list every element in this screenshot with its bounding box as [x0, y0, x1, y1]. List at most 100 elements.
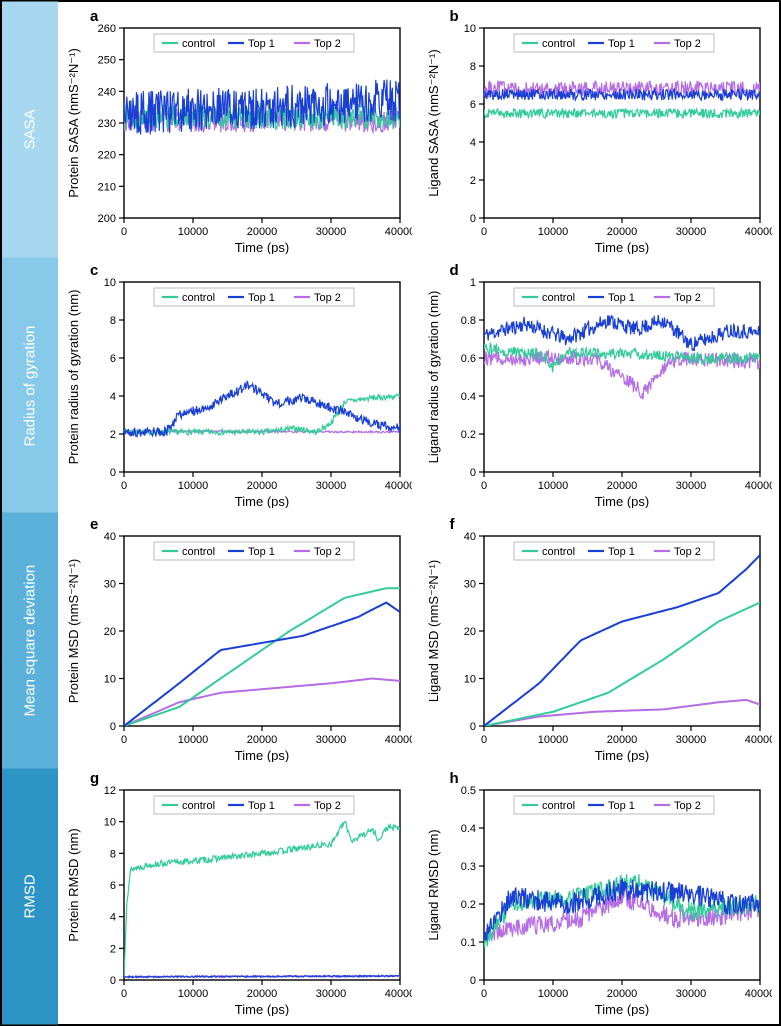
- svg-text:0: 0: [469, 213, 475, 225]
- svg-text:8: 8: [110, 848, 116, 860]
- svg-text:30000: 30000: [316, 480, 347, 492]
- legend-label: control: [542, 292, 575, 304]
- svg-text:0: 0: [469, 721, 475, 733]
- svg-text:40000: 40000: [385, 480, 412, 492]
- svg-text:0: 0: [480, 734, 486, 746]
- svg-text:0.2: 0.2: [460, 899, 475, 911]
- chart-panel-c: c0100002000030000400000246810Time (ps)Pr…: [60, 260, 414, 512]
- svg-text:240: 240: [98, 86, 116, 98]
- legend-label: Top 2: [314, 546, 341, 558]
- svg-text:0: 0: [121, 480, 127, 492]
- svg-text:0: 0: [480, 480, 486, 492]
- legend-label: control: [182, 546, 215, 558]
- legend-label: Top 2: [674, 292, 701, 304]
- chart-svg: 010000200003000040000010203040Time (ps)P…: [60, 514, 412, 762]
- panel-letter: d: [450, 262, 459, 279]
- svg-text:30000: 30000: [316, 988, 347, 1000]
- panel-letter: g: [90, 770, 99, 787]
- svg-text:40: 40: [104, 531, 116, 543]
- svg-text:40000: 40000: [744, 480, 771, 492]
- svg-text:0: 0: [110, 975, 116, 987]
- row-label: Radius of gyration: [2, 258, 58, 514]
- svg-text:40000: 40000: [385, 226, 412, 238]
- chart-svg: 0100002000030000400000246810Time (ps)Lig…: [420, 6, 772, 254]
- svg-text:6: 6: [469, 99, 475, 111]
- legend-label: Top 1: [248, 546, 275, 558]
- svg-text:0.8: 0.8: [460, 315, 475, 327]
- legend-label: control: [182, 292, 215, 304]
- panel-letter: f: [450, 516, 455, 533]
- svg-text:20: 20: [104, 626, 116, 638]
- chart-panel-f: f010000200003000040000010203040Time (ps)…: [420, 514, 774, 766]
- svg-text:40000: 40000: [744, 226, 771, 238]
- svg-text:1: 1: [469, 277, 475, 289]
- svg-text:0: 0: [121, 226, 127, 238]
- legend-label: Top 2: [314, 292, 341, 304]
- series-top1: [124, 975, 400, 977]
- legend-label: Top 1: [608, 800, 635, 812]
- series-control: [124, 822, 400, 977]
- legend-label: Top 1: [248, 38, 275, 50]
- svg-text:Time (ps): Time (ps): [235, 1002, 289, 1016]
- legend-label: Top 2: [314, 800, 341, 812]
- svg-text:10: 10: [104, 674, 116, 686]
- svg-text:4: 4: [469, 137, 475, 149]
- legend-label: Top 2: [674, 38, 701, 50]
- svg-text:0.3: 0.3: [460, 861, 475, 873]
- svg-text:40000: 40000: [385, 988, 412, 1000]
- svg-text:20000: 20000: [606, 988, 637, 1000]
- svg-text:220: 220: [98, 150, 116, 162]
- legend-label: control: [182, 800, 215, 812]
- chart-panel-e: e010000200003000040000010203040Time (ps)…: [60, 514, 414, 766]
- svg-text:6: 6: [110, 880, 116, 892]
- svg-text:Protein SASA (nmS⁻²N⁻¹): Protein SASA (nmS⁻²N⁻¹): [66, 48, 81, 198]
- svg-text:20000: 20000: [606, 480, 637, 492]
- chart-svg: 0100002000030000400002002102202302402502…: [60, 6, 412, 254]
- svg-text:20000: 20000: [606, 734, 637, 746]
- svg-text:20000: 20000: [247, 226, 278, 238]
- legend-label: Top 1: [608, 38, 635, 50]
- svg-text:20000: 20000: [247, 480, 278, 492]
- svg-text:Protein radius of gyration (nm: Protein radius of gyration (nm): [66, 290, 81, 465]
- svg-text:30000: 30000: [675, 226, 706, 238]
- svg-text:10: 10: [463, 674, 475, 686]
- svg-text:10000: 10000: [537, 988, 568, 1000]
- svg-text:10: 10: [104, 277, 116, 289]
- svg-text:0.2: 0.2: [460, 429, 475, 441]
- series-top2: [484, 700, 760, 726]
- svg-text:Ligand SASA (nmS⁻²N⁻¹): Ligand SASA (nmS⁻²N⁻¹): [426, 49, 441, 196]
- svg-text:2: 2: [110, 943, 116, 955]
- svg-text:40: 40: [463, 531, 475, 543]
- svg-text:4: 4: [110, 912, 116, 924]
- svg-text:8: 8: [110, 315, 116, 327]
- svg-text:0: 0: [469, 975, 475, 987]
- svg-text:30000: 30000: [675, 734, 706, 746]
- svg-text:10000: 10000: [537, 480, 568, 492]
- legend-label: control: [542, 800, 575, 812]
- series-top2: [124, 679, 400, 727]
- svg-text:20: 20: [463, 626, 475, 638]
- chart-panel-h: h01000020000300004000000.10.20.30.40.5Ti…: [420, 768, 774, 1020]
- legend-label: control: [542, 546, 575, 558]
- svg-text:Time (ps): Time (ps): [594, 240, 648, 254]
- svg-text:20000: 20000: [247, 734, 278, 746]
- svg-text:6: 6: [110, 353, 116, 365]
- svg-text:30000: 30000: [675, 480, 706, 492]
- svg-text:10000: 10000: [178, 988, 209, 1000]
- svg-text:8: 8: [469, 61, 475, 73]
- svg-text:Time (ps): Time (ps): [235, 240, 289, 254]
- svg-text:2: 2: [469, 175, 475, 187]
- chart-svg: 0100002000030000400000246810Time (ps)Pro…: [60, 260, 412, 508]
- legend-label: Top 1: [248, 292, 275, 304]
- svg-text:0: 0: [110, 721, 116, 733]
- svg-text:0: 0: [121, 988, 127, 1000]
- svg-text:30000: 30000: [316, 734, 347, 746]
- series-top1: [484, 315, 760, 351]
- chart-svg: 010000200003000040000010203040Time (ps)L…: [420, 514, 772, 762]
- svg-text:Protein RMSD (nm): Protein RMSD (nm): [66, 828, 81, 941]
- legend-label: Top 2: [674, 546, 701, 558]
- svg-text:210: 210: [98, 181, 116, 193]
- svg-text:Ligand radius of gyration (nm): Ligand radius of gyration (nm): [426, 291, 441, 464]
- svg-text:10: 10: [104, 817, 116, 829]
- svg-text:30: 30: [463, 579, 475, 591]
